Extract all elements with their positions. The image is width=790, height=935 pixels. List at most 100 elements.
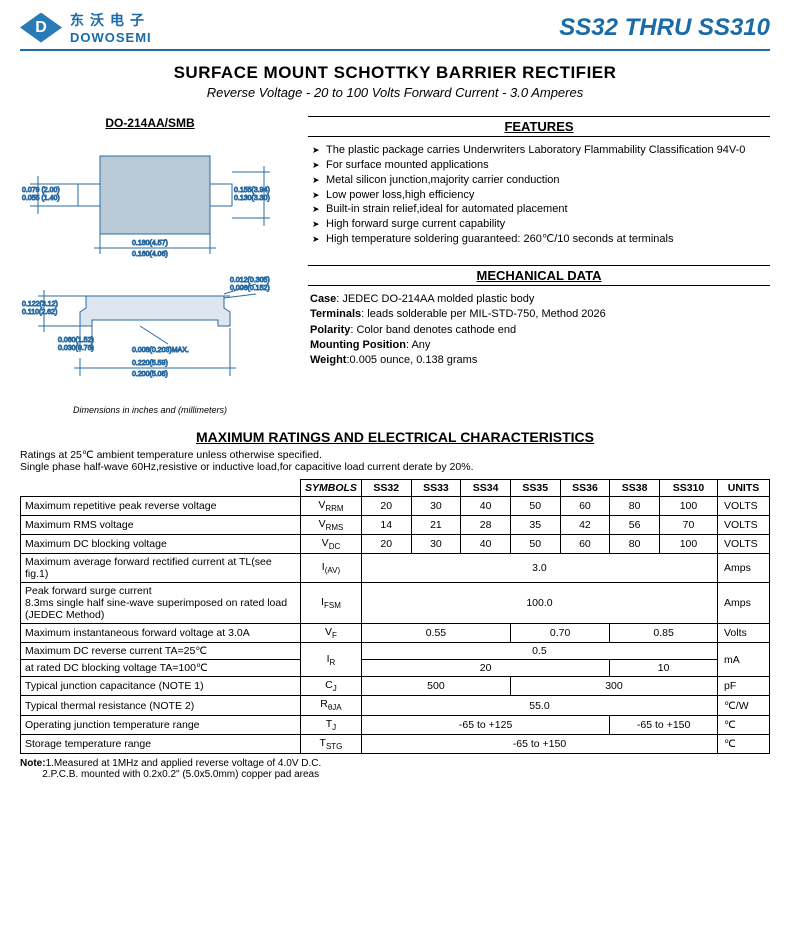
svg-text:0.220(5.59): 0.220(5.59)	[132, 360, 168, 367]
col-symbols: SYMBOLS	[301, 480, 362, 497]
symbol-cell: VRMS	[301, 516, 362, 535]
value-cell: 40	[461, 535, 511, 554]
value-cell: 60	[560, 535, 610, 554]
sub-title: Reverse Voltage - 20 to 100 Volts Forwar…	[20, 85, 770, 100]
value-cell: 56	[610, 516, 660, 535]
param-cell: Peak forward surge current 8.3ms single …	[21, 583, 301, 624]
svg-text:0.006(0.152): 0.006(0.152)	[230, 285, 270, 292]
table-row: Maximum repetitive peak reverse voltageV…	[21, 497, 770, 516]
part-col: SS310	[659, 480, 717, 497]
value-cell: 500	[361, 677, 510, 696]
table-row: Maximum RMS voltageVRMS14212835425670VOL…	[21, 516, 770, 535]
part-col: SS32	[361, 480, 411, 497]
unit-cell: ℃	[718, 715, 770, 734]
table-row: Maximum instantaneous forward voltage at…	[21, 624, 770, 643]
svg-text:0.122(3.12): 0.122(3.12)	[22, 301, 58, 308]
table-row: Maximum average forward rectified curren…	[21, 554, 770, 583]
value-cell: 20	[361, 535, 411, 554]
table-row: Maximum DC blocking voltageVDC2030405060…	[21, 535, 770, 554]
value-cell: 60	[560, 497, 610, 516]
unit-cell: Volts	[718, 624, 770, 643]
value-cell: 100	[659, 535, 717, 554]
svg-text:0.110(2.62): 0.110(2.62)	[22, 309, 57, 316]
value-cell: 80	[610, 497, 660, 516]
value-cell: 0.85	[610, 624, 718, 643]
symbol-cell: VRRM	[301, 497, 362, 516]
mech-case-label: Case	[310, 293, 336, 305]
mech-mounting-label: Mounting Position	[310, 339, 406, 351]
spec-table: SYMBOLS SS32SS33SS34SS35SS36SS38SS310UNI…	[20, 479, 770, 754]
dimension-note: Dimensions in inches and (millimeters)	[20, 405, 280, 415]
svg-text:0.180(4.57): 0.180(4.57)	[132, 240, 168, 247]
footnote-1: 1.Measured at 1MHz and applied reverse v…	[46, 758, 322, 769]
value-cell: -65 to +125	[361, 715, 609, 734]
value-cell: 100.0	[361, 583, 717, 624]
value-cell: 30	[411, 535, 461, 554]
package-title: DO-214AA/SMB	[20, 116, 280, 130]
value-cell: 0.70	[510, 624, 609, 643]
value-cell: 21	[411, 516, 461, 535]
value-cell: -65 to +150	[610, 715, 718, 734]
feature-item: Metal silicon junction,majority carrier …	[312, 173, 770, 188]
unit-cell: VOLTS	[718, 535, 770, 554]
value-cell: 42	[560, 516, 610, 535]
param-cell: Maximum average forward rectified curren…	[21, 554, 301, 583]
param-cell: Maximum DC reverse current TA=25℃	[21, 643, 301, 660]
value-cell: 300	[510, 677, 717, 696]
mech-polarity: : Color band denotes cathode end	[350, 324, 516, 336]
table-row: Typical thermal resistance (NOTE 2)RθJA5…	[21, 696, 770, 715]
mech-terminals-label: Terminals	[310, 308, 361, 320]
svg-text:0.155(3.94): 0.155(3.94)	[234, 187, 270, 194]
unit-cell: ℃/W	[718, 696, 770, 715]
symbol-cell: CJ	[301, 677, 362, 696]
unit-cell: ℃	[718, 734, 770, 753]
value-cell: 30	[411, 497, 461, 516]
value-cell: 40	[461, 497, 511, 516]
features-header: FEATURES	[308, 116, 770, 137]
footnote-2: 2.P.C.B. mounted with 0.2x0.2" (5.0x5.0m…	[42, 769, 319, 780]
logo-letter: D	[35, 19, 47, 37]
param-cell: Typical junction capacitance (NOTE 1)	[21, 677, 301, 696]
value-cell: 100	[659, 497, 717, 516]
value-cell: 14	[361, 516, 411, 535]
param-cell: Maximum instantaneous forward voltage at…	[21, 624, 301, 643]
unit-cell: mA	[718, 643, 770, 677]
symbol-cell: I(AV)	[301, 554, 362, 583]
symbol-cell: RθJA	[301, 696, 362, 715]
value-cell: 35	[510, 516, 560, 535]
svg-text:0.130(3.30): 0.130(3.30)	[234, 195, 270, 202]
mech-polarity-label: Polarity	[310, 324, 350, 336]
table-row: Operating junction temperature rangeTJ-6…	[21, 715, 770, 734]
param-cell: Storage temperature range	[21, 734, 301, 753]
symbol-cell: IFSM	[301, 583, 362, 624]
symbol-cell: IR	[301, 643, 362, 677]
param-cell: Maximum RMS voltage	[21, 516, 301, 535]
table-row: Storage temperature rangeTSTG-65 to +150…	[21, 734, 770, 753]
feature-item: High temperature soldering guaranteed: 2…	[312, 232, 770, 247]
package-drawing: 0.079 (2.00) 0.055 (1.40) 0.155(3.94) 0.…	[20, 136, 280, 396]
mech-weight: :0.005 ounce, 0.138 grams	[346, 354, 477, 366]
svg-text:0.200(5.08): 0.200(5.08)	[132, 371, 168, 378]
unit-cell: Amps	[718, 554, 770, 583]
svg-text:0.008(0.203)MAX.: 0.008(0.203)MAX.	[132, 347, 189, 354]
mechanical-header: MECHANICAL DATA	[308, 265, 770, 286]
package-column: DO-214AA/SMB 0.079 (2.00) 0.055 (1.40) 0…	[20, 116, 280, 415]
svg-text:0.030(0.76): 0.030(0.76)	[58, 345, 94, 352]
value-cell: 20	[361, 660, 609, 677]
mechanical-body: Case: JEDEC DO-214AA molded plastic body…	[308, 292, 770, 369]
value-cell: 55.0	[361, 696, 717, 715]
part-col: SS36	[560, 480, 610, 497]
param-cell: Operating junction temperature range	[21, 715, 301, 734]
feature-item: The plastic package carries Underwriters…	[312, 143, 770, 158]
logo-icon: D	[20, 13, 62, 43]
value-cell: -65 to +150	[361, 734, 717, 753]
value-cell: 10	[610, 660, 718, 677]
feature-item: Built-in strain relief,ideal for automat…	[312, 202, 770, 217]
svg-text:0.079 (2.00): 0.079 (2.00)	[22, 187, 60, 194]
value-cell: 80	[610, 535, 660, 554]
mid-section: DO-214AA/SMB 0.079 (2.00) 0.055 (1.40) 0…	[20, 116, 770, 415]
value-cell: 3.0	[361, 554, 717, 583]
table-row: at rated DC blocking voltage TA=100℃2010	[21, 660, 770, 677]
company-name-cn: 东沃电子	[70, 10, 152, 30]
mech-weight-label: Weight	[310, 354, 346, 366]
